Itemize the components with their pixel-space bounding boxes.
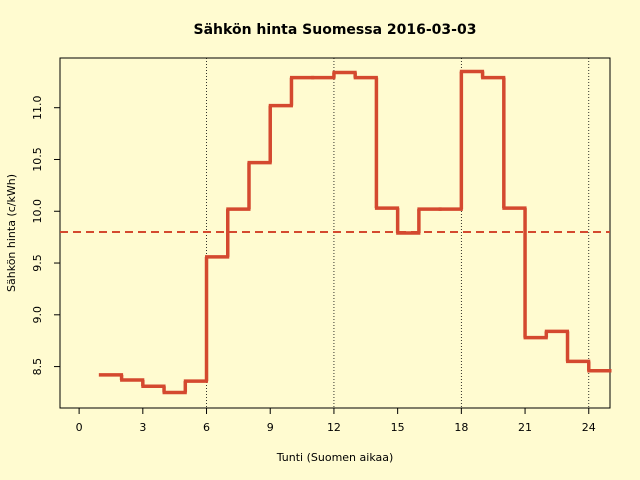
plot-frame [59, 57, 611, 409]
x-tick-label: 9 [267, 421, 274, 434]
y-tick-label: 8.5 [31, 358, 44, 376]
x-tick-label: 12 [327, 421, 341, 434]
x-axis-label: Tunti (Suomen aikaa) [276, 451, 394, 464]
y-tick-label: 9.5 [31, 254, 44, 272]
x-tick-label: 18 [454, 421, 468, 434]
x-tick-label: 0 [76, 421, 83, 434]
y-tick-label: 10.5 [31, 147, 44, 172]
x-tick-label: 6 [203, 421, 210, 434]
x-tick-label: 24 [582, 421, 596, 434]
x-tick-label: 21 [518, 421, 532, 434]
y-tick-label: 11.0 [31, 95, 44, 120]
chart-title: Sähkön hinta Suomessa 2016-03-03 [194, 22, 477, 38]
y-tick-label: 9.0 [31, 306, 44, 324]
x-tick-label: 15 [391, 421, 405, 434]
y-tick-label: 10.0 [31, 199, 44, 224]
x-tick-label: 3 [139, 421, 146, 434]
y-axis-label: Sähkön hinta (c/kWh) [5, 174, 18, 292]
